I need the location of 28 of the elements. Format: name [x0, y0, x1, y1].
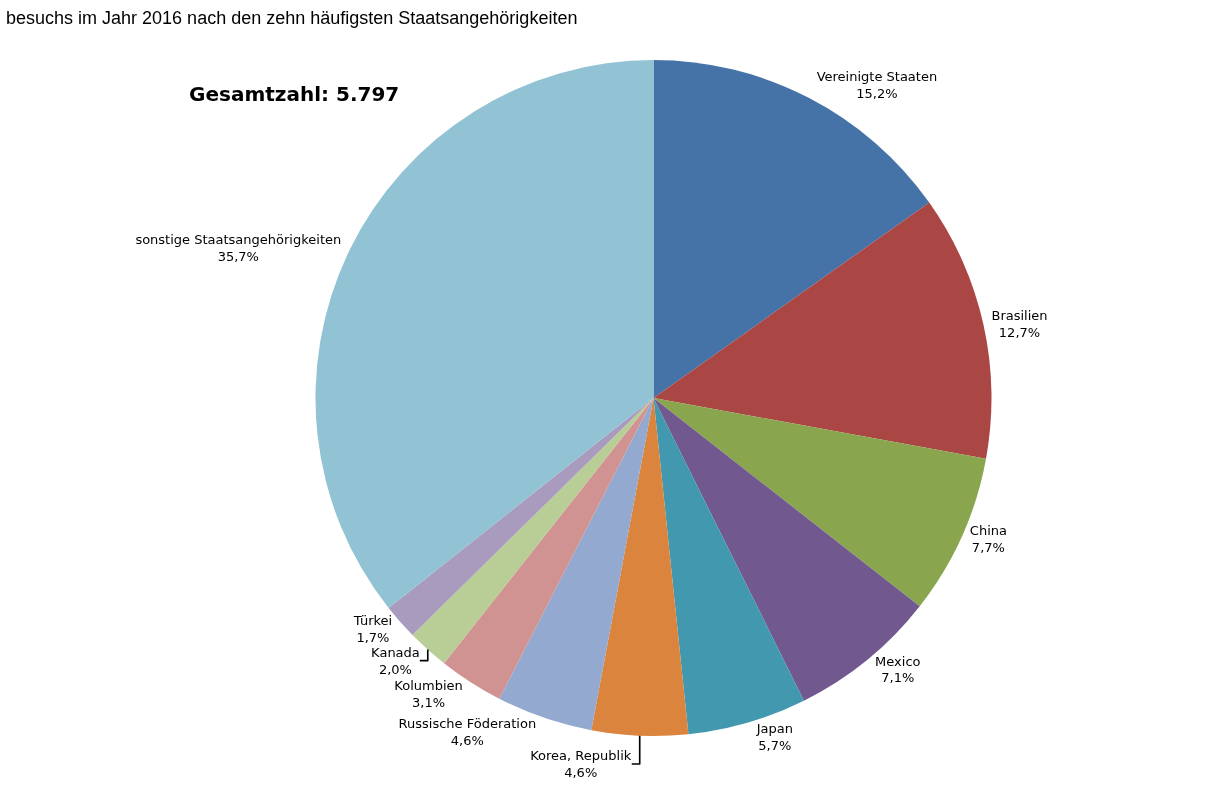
pie-slice [591, 398, 689, 736]
data-label: 35,7% [217, 248, 259, 264]
slice-label: Kanada [371, 644, 420, 660]
slice-label: sonstige Staatsangehörigkeiten [135, 231, 342, 247]
data-label: 3,1% [412, 694, 446, 710]
pie-slice [653, 398, 804, 735]
pie-slice [653, 202, 992, 459]
text: Gesamtzahl: 5.797 [189, 82, 400, 106]
data-label: 1,7% [356, 629, 390, 645]
data-label: 5,7% [758, 738, 792, 754]
data-label: 4,6% [450, 733, 484, 749]
slice-label: Mexico [875, 653, 921, 669]
pie-slice [653, 398, 920, 701]
data-label: 7,7% [971, 540, 1005, 556]
slice-label: China [969, 523, 1007, 539]
chart-title: besuchs im Jahr 2016 nach den zehn häufigsten Staatsangehörigkeiten [6, 8, 578, 29]
data-label: 2,0% [378, 661, 412, 677]
slice-label: Russische Föderation [398, 716, 537, 732]
data-label: 15,2% [856, 86, 898, 102]
slice-label: Kolumbien [394, 677, 463, 693]
data-label: 12,7% [998, 325, 1041, 341]
data-label: 4,6% [564, 764, 598, 780]
data-label: 7,1% [881, 670, 915, 686]
slice-label: Brasilien [991, 308, 1048, 324]
slice-label: Korea, Republik [530, 748, 632, 764]
slice-label: Japan [755, 721, 793, 737]
slice-label: Türkei [352, 612, 393, 628]
slice-label: Vereinigte Staaten [816, 69, 938, 85]
